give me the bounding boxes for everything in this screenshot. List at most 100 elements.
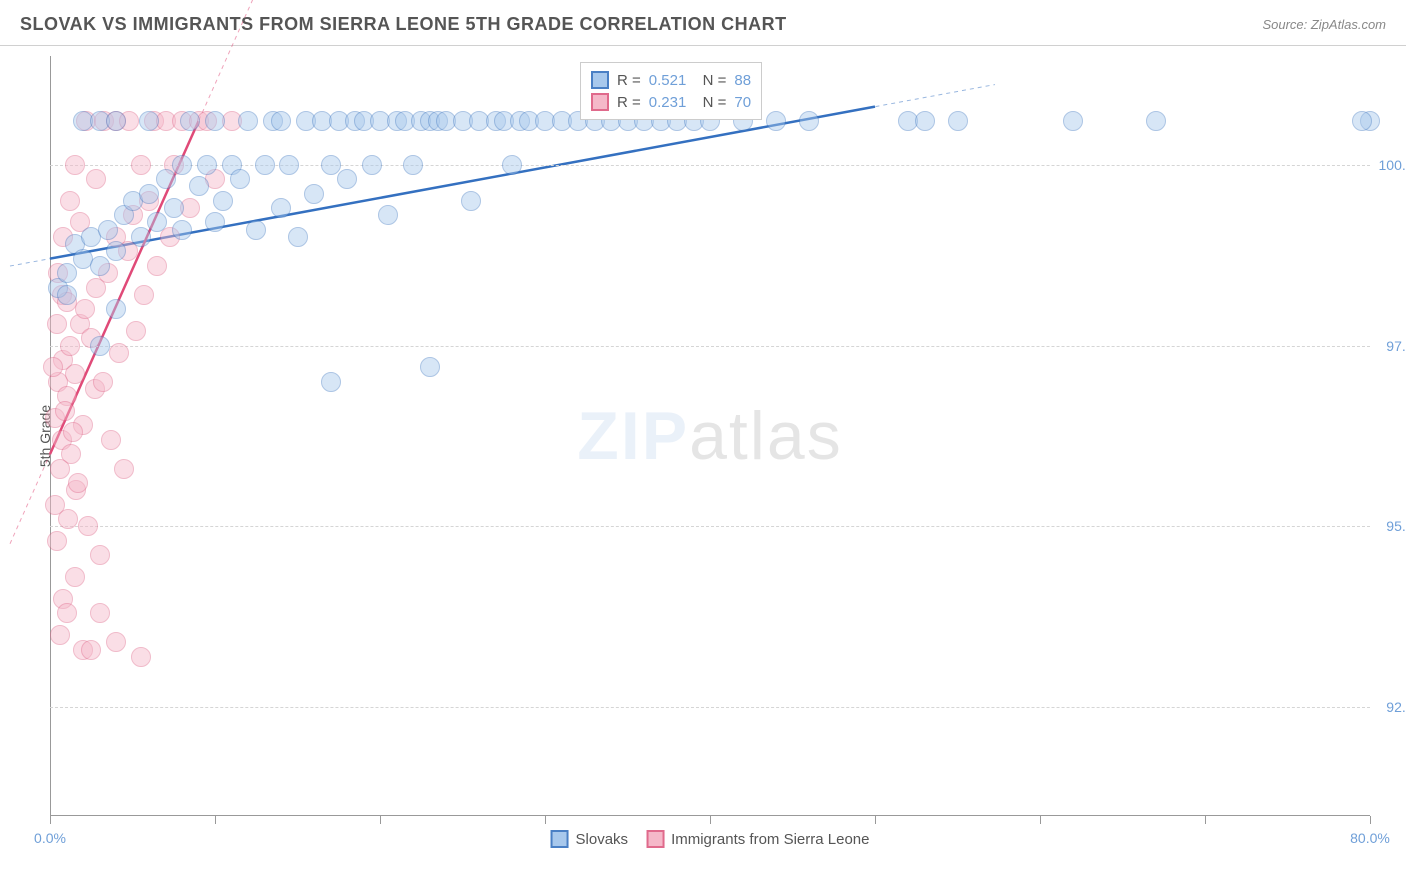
data-point [68,473,88,493]
data-point [47,314,67,334]
data-point [799,111,819,131]
data-point [164,198,184,218]
page-title: SLOVAK VS IMMIGRANTS FROM SIERRA LEONE 5… [20,14,787,35]
data-point [172,220,192,240]
source-attribution: Source: ZipAtlas.com [1262,17,1386,32]
r-label: R = [617,72,641,89]
data-point [86,169,106,189]
data-point [766,111,786,131]
data-point [65,567,85,587]
r-value: 0.521 [649,72,687,89]
legend-row-slovaks: R = 0.521 N = 88 [591,69,751,91]
x-tick [1040,816,1041,824]
gridline [50,707,1370,708]
data-point [55,401,75,421]
data-point [915,111,935,131]
data-point [106,632,126,652]
data-point [238,111,258,131]
data-point [93,372,113,392]
x-tick [50,816,51,824]
data-point [65,155,85,175]
data-point [139,184,159,204]
x-tick [710,816,711,824]
swatch-icon [646,830,664,848]
trend-lines [50,56,1370,816]
swatch-icon [591,71,609,89]
data-point [189,176,209,196]
correlation-legend: R = 0.521 N = 88 R = 0.231 N = 70 [580,62,762,120]
data-point [75,299,95,319]
data-point [57,285,77,305]
data-point [948,111,968,131]
data-point [134,285,154,305]
data-point [1063,111,1083,131]
swatch-icon [551,830,569,848]
data-point [362,155,382,175]
data-point [131,647,151,667]
x-tick [1205,816,1206,824]
n-value: 88 [734,72,751,89]
y-tick-label: 92.5% [1386,699,1406,715]
scatter-chart: 5th Grade ZIPatlas 92.5%95.0%97.5%100.0%… [50,56,1370,816]
data-point [90,545,110,565]
data-point [50,625,70,645]
data-point [1146,111,1166,131]
data-point [43,357,63,377]
y-tick-label: 97.5% [1386,338,1406,354]
data-point [461,191,481,211]
data-point [50,459,70,479]
gridline [50,526,1370,527]
data-point [147,256,167,276]
legend-item-slovaks: Slovaks [551,830,629,848]
data-point [147,212,167,232]
data-point [114,459,134,479]
data-point [60,336,80,356]
n-label: N = [694,72,726,89]
data-point [279,155,299,175]
data-point [337,169,357,189]
data-point [321,372,341,392]
data-point [131,155,151,175]
data-point [139,111,159,131]
data-point [109,343,129,363]
data-point [98,220,118,240]
data-point [205,212,225,232]
data-point [131,227,151,247]
x-tick [380,816,381,824]
x-tick-label: 0.0% [34,830,66,846]
data-point [101,430,121,450]
x-tick [1370,816,1371,824]
x-tick [875,816,876,824]
data-point [65,364,85,384]
data-point [106,111,126,131]
data-point [63,422,83,442]
legend-item-sierra: Immigrants from Sierra Leone [646,830,869,848]
gridline [50,346,1370,347]
data-point [230,169,250,189]
data-point [90,603,110,623]
data-point [378,205,398,225]
gridline [50,165,1370,166]
data-point [321,155,341,175]
data-point [288,227,308,247]
data-point [304,184,324,204]
data-point [420,357,440,377]
data-point [78,516,98,536]
data-point [197,155,217,175]
series-legend: Slovaks Immigrants from Sierra Leone [551,830,870,848]
data-point [57,263,77,283]
data-point [180,111,200,131]
data-point [213,191,233,211]
data-point [156,169,176,189]
data-point [502,155,522,175]
y-tick-label: 100.0% [1379,157,1406,173]
data-point [60,191,80,211]
data-point [90,336,110,356]
r-value: 0.231 [649,94,687,111]
data-point [271,198,291,218]
data-point [90,256,110,276]
legend-label: Immigrants from Sierra Leone [671,831,869,848]
data-point [403,155,423,175]
data-point [246,220,266,240]
data-point [106,299,126,319]
